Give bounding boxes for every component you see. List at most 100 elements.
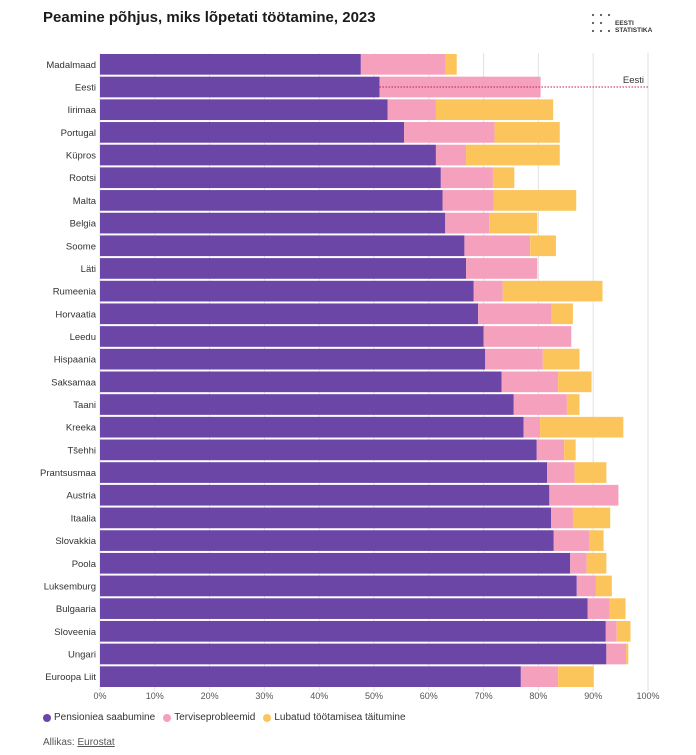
bar-segment — [100, 122, 405, 143]
bar-segment — [540, 416, 624, 438]
bar-segment — [445, 212, 490, 234]
x-tick-label: 60% — [420, 691, 438, 701]
bar-segment — [100, 530, 554, 551]
category-label: Bulgaaria — [56, 604, 97, 615]
category-label: Tšehhi — [67, 445, 96, 456]
category-label: Soome — [66, 241, 96, 252]
bar-segment — [100, 462, 548, 483]
category-label: Iirimaa — [67, 105, 96, 116]
bar-segment — [551, 507, 573, 529]
bar-segment — [100, 190, 443, 211]
bar-segment — [530, 235, 556, 257]
category-label: Leedu — [70, 332, 96, 343]
bar-segment — [553, 530, 590, 551]
x-tick-label: 70% — [475, 691, 493, 701]
bar-segment — [572, 507, 611, 529]
legend-item-pension: Pensioniea saabumine — [43, 712, 155, 723]
bar-segment — [100, 326, 484, 347]
bar-segment — [404, 122, 495, 143]
x-tick-label: 20% — [201, 691, 219, 701]
bar-segment — [493, 190, 577, 211]
bar-segment — [570, 552, 587, 574]
category-label: Ungari — [68, 649, 96, 660]
category-label: Poola — [72, 559, 97, 570]
bar-segment — [616, 620, 631, 642]
category-label: Austria — [66, 491, 96, 502]
bar-segment — [589, 530, 604, 551]
bar-segment — [100, 575, 577, 597]
category-labels: Madalmaad Eesti Iirimaa Portugal Küpros Roots… — [40, 60, 97, 683]
logo-line-2: STATISTIKA — [615, 27, 653, 34]
legend-swatch-pension — [43, 713, 51, 722]
bar-segment — [574, 462, 607, 483]
bar-segment — [100, 507, 552, 529]
bar-segment — [100, 76, 380, 98]
chart-title: Peamine põhjus, miks lõpetati töötamine,… — [43, 9, 376, 26]
bar-segment — [100, 258, 467, 279]
bar-segment — [494, 122, 560, 143]
category-label: Sloveenia — [54, 627, 96, 638]
x-tick-label: 0% — [93, 691, 106, 701]
x-tick-label: 10% — [146, 691, 164, 701]
bar-segment — [489, 212, 538, 234]
category-label: Eesti — [75, 83, 96, 94]
bar-segment — [100, 348, 486, 370]
bar-segment — [100, 303, 479, 325]
logo-line-1: EESTI — [615, 20, 634, 27]
category-label: Hispaania — [54, 355, 97, 366]
bar-segment — [542, 348, 580, 370]
bar-segment — [100, 54, 361, 75]
bar-segment — [502, 280, 603, 302]
bar-segment — [445, 54, 457, 75]
bar-segment — [100, 620, 606, 642]
legend-item-health: Terviseprobleemid — [163, 712, 255, 723]
bar-segment — [100, 99, 388, 121]
bar-segment — [466, 258, 538, 279]
category-label: Rootsi — [69, 173, 96, 184]
bar-segment — [523, 416, 541, 438]
bar-segment — [520, 666, 559, 687]
x-tick-label: 30% — [255, 691, 273, 701]
bar-segment — [100, 643, 607, 665]
bar-segment — [473, 280, 503, 302]
category-label: Kreeka — [66, 423, 97, 434]
bar-segment — [551, 303, 573, 325]
bar-segment — [558, 666, 594, 687]
bar-segment — [100, 416, 524, 438]
bar-segment — [595, 575, 612, 597]
bar-segment — [435, 144, 467, 166]
category-label: Läti — [81, 264, 96, 275]
category-label: Luksemburg — [44, 581, 96, 592]
bar-segment — [440, 167, 493, 189]
reference-label: Eesti — [623, 75, 644, 86]
bar-segment — [442, 190, 494, 211]
bar-segment — [100, 371, 502, 393]
bar-segment — [100, 552, 571, 574]
bar-segment — [576, 575, 596, 597]
category-label: Saksamaa — [51, 377, 97, 388]
bar-segment — [564, 439, 576, 461]
legend-item-contract: Lubatud töötamisea täitumine — [263, 712, 406, 723]
bar-segment — [587, 598, 610, 619]
bar-segment — [387, 99, 436, 121]
bar-segment — [464, 235, 531, 257]
bar-segment — [100, 394, 514, 415]
x-axis-ticks: 0% 10% 20% 30% 40% 50% 60% 70% 80% 90% 100% — [93, 691, 659, 701]
legend-swatch-contract — [263, 713, 272, 722]
category-label: Horvaatia — [55, 309, 96, 320]
source-link[interactable]: Eurostat — [77, 737, 115, 748]
bar-segment — [501, 371, 559, 393]
bar-segment — [100, 666, 521, 687]
bar-segment — [566, 394, 580, 415]
eesti-statistika-logo — [591, 13, 611, 33]
x-tick-label: 80% — [529, 691, 547, 701]
bar-segment — [609, 598, 626, 619]
stacked-bar-chart: Eesti Madalmaad Eesti Iirimaa Portugal Küpro… — [40, 53, 660, 701]
x-tick-label: 50% — [365, 691, 383, 701]
bar-segment — [605, 620, 617, 642]
bar-segment — [100, 212, 446, 234]
legend-label-contract: Lubatud töötamisea täitumine — [274, 712, 406, 723]
bar-segment — [466, 144, 560, 166]
bar-segment — [100, 484, 550, 506]
x-tick-label: 40% — [310, 691, 328, 701]
